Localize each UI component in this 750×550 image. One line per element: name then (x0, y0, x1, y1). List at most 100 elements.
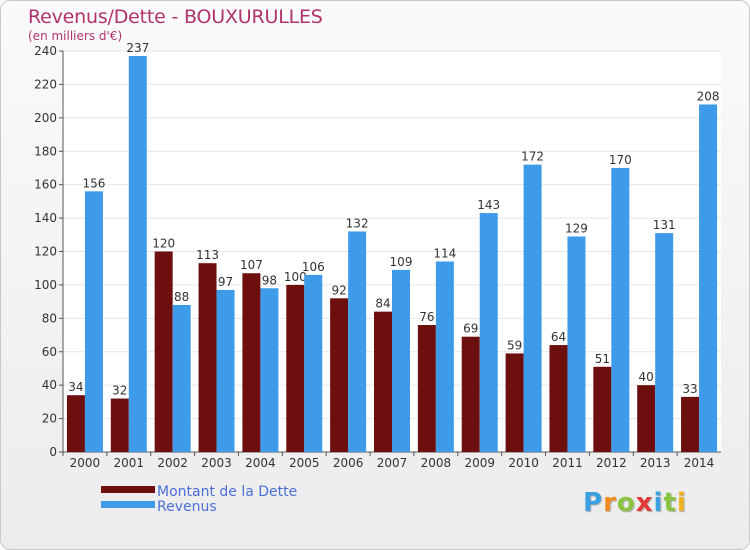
logo-letter: x (635, 488, 654, 518)
chart-title: Revenus/Dette - BOUXURULLES (28, 6, 323, 28)
bar-revenus (260, 288, 279, 452)
y-tick-label: 140 (34, 211, 57, 225)
value-label-dette: 64 (551, 330, 566, 344)
x-tick-label: 2012 (596, 456, 627, 470)
x-tick-label: 2002 (157, 456, 188, 470)
bar-revenus (479, 213, 498, 452)
value-label-revenus: 129 (565, 221, 588, 235)
value-label-dette: 107 (240, 258, 263, 272)
bar-revenus (611, 167, 630, 453)
logo-letter: r (603, 488, 617, 518)
x-tick-label: 2013 (640, 456, 671, 470)
bar-revenus (128, 56, 147, 452)
x-tick-label: 2003 (201, 456, 232, 470)
x-tick-label: 2005 (289, 456, 320, 470)
y-tick-label: 60 (42, 345, 57, 359)
value-label-revenus: 109 (390, 255, 413, 269)
value-label-revenus: 114 (433, 247, 456, 261)
value-label-revenus: 106 (302, 260, 325, 274)
value-label-dette: 69 (463, 322, 478, 336)
y-tick-label: 20 (42, 412, 57, 426)
x-tick-label: 2009 (464, 456, 495, 470)
legend-swatch-dette (101, 486, 155, 493)
logo-letter: i (676, 488, 687, 518)
chart-subtitle: (en milliers d'€) (28, 29, 123, 43)
x-tick-label: 2007 (377, 456, 408, 470)
value-label-revenus: 172 (521, 150, 544, 164)
bar-dette (374, 311, 392, 452)
value-label-revenus: 98 (262, 273, 277, 287)
bar-dette (110, 398, 129, 452)
value-label-dette: 92 (331, 283, 346, 297)
value-label-dette: 51 (595, 352, 610, 366)
y-tick-label: 80 (42, 311, 57, 325)
value-label-dette: 59 (507, 338, 522, 352)
y-tick-label: 100 (34, 278, 57, 292)
value-label-revenus: 156 (82, 176, 105, 190)
x-tick-label: 2014 (684, 456, 715, 470)
x-tick-label: 2004 (245, 456, 276, 470)
bar-dette (154, 251, 173, 452)
bar-revenus (304, 274, 323, 452)
x-tick-label: 2006 (333, 456, 364, 470)
y-tick-label: 200 (34, 111, 57, 125)
bar-revenus (216, 289, 235, 452)
value-label-dette: 76 (419, 310, 434, 324)
bar-dette (417, 325, 436, 452)
bar-revenus (523, 164, 542, 452)
value-label-revenus: 170 (609, 153, 632, 167)
bar-dette (461, 336, 480, 452)
value-label-dette: 34 (68, 380, 83, 394)
bar-dette (286, 284, 305, 452)
value-label-dette: 33 (682, 382, 697, 396)
y-tick-label: 220 (34, 77, 57, 91)
value-label-revenus: 88 (174, 290, 189, 304)
x-tick-label: 2010 (508, 456, 539, 470)
value-label-revenus: 97 (218, 275, 233, 289)
y-tick-label: 180 (34, 144, 57, 158)
bar-dette (637, 385, 656, 452)
bar-revenus (392, 269, 410, 452)
logo-letter: P (583, 488, 604, 518)
bar-revenus (84, 191, 103, 452)
proxiti-logo: Proxiti (583, 488, 687, 518)
legend-label-revenus: Revenus (157, 499, 217, 515)
bar-dette (593, 366, 612, 452)
bar-dette (198, 263, 217, 452)
value-label-revenus: 143 (477, 198, 500, 212)
logo-letter: o (616, 488, 636, 518)
value-label-dette: 32 (112, 384, 127, 398)
bar-dette (242, 273, 261, 452)
bar-dette (681, 396, 700, 452)
value-label-revenus: 132 (346, 216, 369, 230)
bar-revenus (172, 304, 191, 452)
y-tick-label: 120 (34, 245, 57, 259)
x-tick-label: 2000 (70, 456, 101, 470)
bar-revenus (699, 104, 718, 452)
value-label-dette: 40 (639, 370, 654, 384)
value-label-revenus: 208 (697, 89, 720, 103)
logo-letter: t (663, 488, 677, 518)
bar-dette (330, 298, 349, 452)
bar-revenus (348, 231, 367, 452)
y-tick-label: 40 (42, 378, 57, 392)
bar-revenus (435, 261, 454, 452)
value-label-dette: 113 (196, 248, 219, 262)
bar-dette (505, 353, 524, 452)
x-tick-label: 2011 (552, 456, 583, 470)
y-tick-label: 0 (49, 445, 57, 459)
bar-revenus (655, 233, 674, 452)
x-tick-label: 2008 (421, 456, 452, 470)
x-tick-label: 2001 (114, 456, 145, 470)
value-label-revenus: 237 (126, 41, 149, 55)
value-label-dette: 100 (284, 270, 307, 284)
y-tick-label: 160 (34, 178, 57, 192)
logo-letter: i (653, 488, 664, 518)
value-label-dette: 84 (375, 297, 390, 311)
legend-swatch-revenus (101, 501, 155, 508)
value-label-dette: 120 (152, 237, 175, 251)
bar-dette (66, 395, 85, 452)
value-label-revenus: 131 (653, 218, 676, 232)
